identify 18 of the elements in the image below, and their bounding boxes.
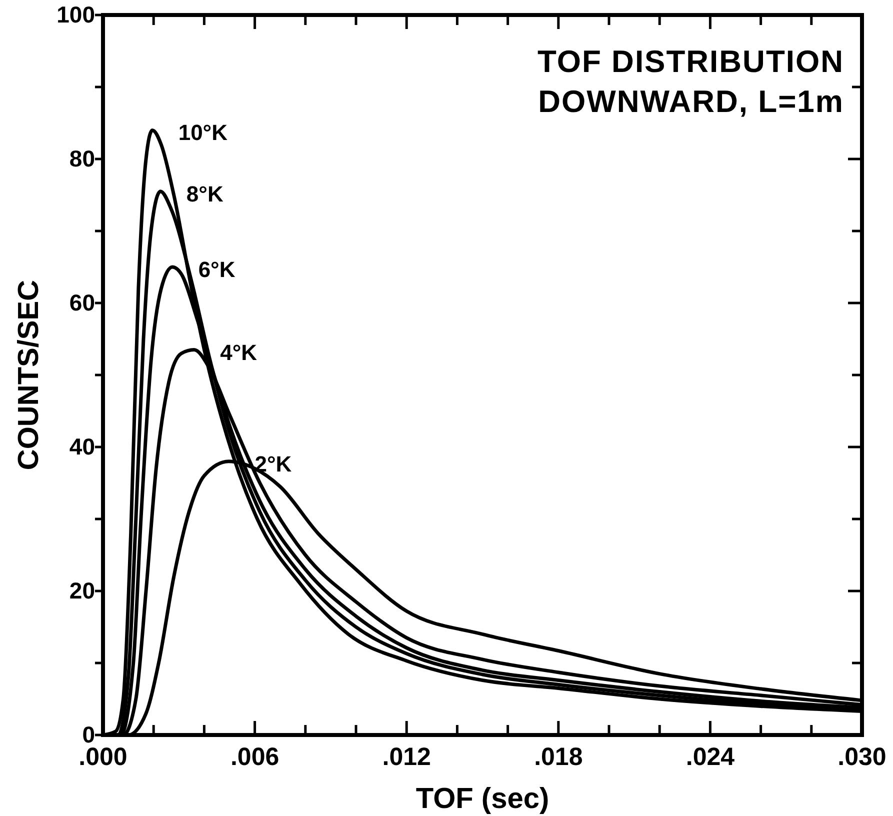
x-tick-label: .006 [230, 742, 280, 771]
series-label: 6°K [198, 257, 236, 282]
x-axis-title: TOF (sec) [416, 783, 550, 815]
x-tick-label: .024 [686, 742, 735, 771]
x-tick-label: .030 [838, 742, 886, 771]
series-label: 8°K [186, 181, 224, 206]
y-axis-title: COUNTS/SEC [13, 280, 45, 470]
y-tick-label: 40 [69, 433, 95, 460]
y-tick-label: 100 [56, 1, 95, 28]
y-tick-label: 80 [69, 145, 95, 172]
x-tick-label: .012 [382, 742, 431, 771]
y-tick-label: 60 [69, 289, 95, 316]
x-tick-label: .018 [534, 742, 583, 771]
series-label: 4°K [220, 340, 258, 365]
text: DOWNWARD, L=1m [538, 84, 844, 119]
y-tick-label: 20 [69, 577, 95, 604]
text: TOF DISTRIBUTION [538, 44, 844, 79]
series-label: 10°K [178, 120, 228, 146]
